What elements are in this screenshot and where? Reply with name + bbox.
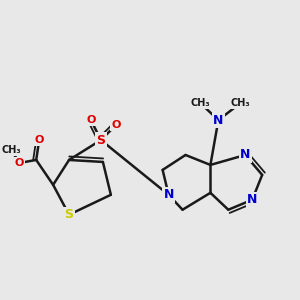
Text: CH₃: CH₃ — [230, 98, 250, 108]
Text: CH₃: CH₃ — [2, 145, 21, 155]
Text: O: O — [34, 135, 44, 145]
Text: S: S — [64, 208, 74, 221]
Text: CH₃: CH₃ — [190, 98, 210, 108]
Text: O: O — [111, 120, 121, 130]
Text: N: N — [164, 188, 174, 201]
Text: N: N — [240, 148, 250, 161]
Text: S: S — [96, 134, 105, 146]
Text: N: N — [213, 114, 224, 127]
Text: N: N — [247, 193, 257, 206]
Text: O: O — [86, 115, 96, 125]
Text: O: O — [15, 158, 24, 168]
